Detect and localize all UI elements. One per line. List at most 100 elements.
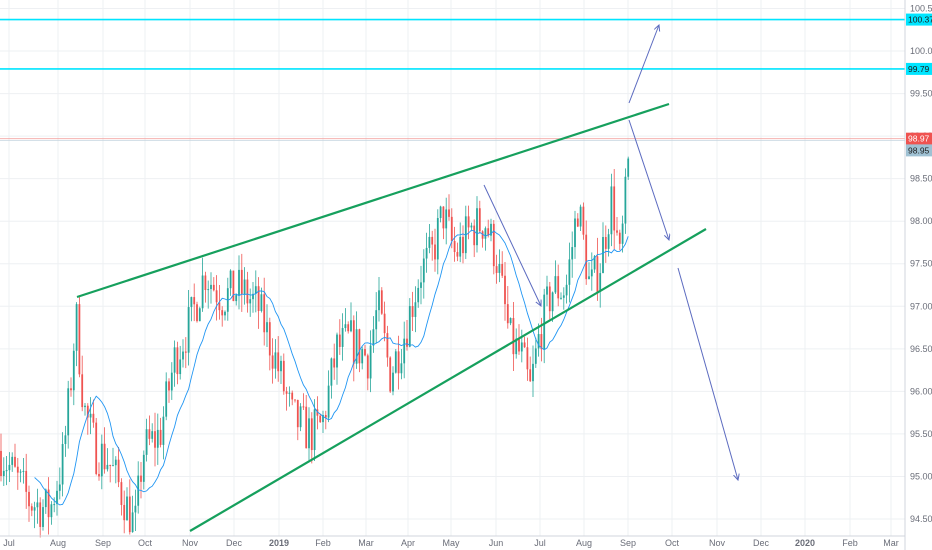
y-tick-label: 96.00: [910, 386, 932, 396]
candle-body: [403, 338, 406, 364]
candle-body: [156, 429, 159, 448]
y-tick-label: 97.00: [910, 301, 932, 311]
x-tick-label: Jul: [534, 538, 546, 548]
candle-body: [616, 230, 618, 233]
x-tick-label: Oct: [138, 538, 153, 548]
candle-body: [249, 299, 252, 304]
candle-body: [112, 465, 114, 467]
candle-body: [47, 489, 50, 518]
candle-body: [546, 286, 548, 295]
candle-body: [137, 475, 140, 506]
candle-body: [358, 329, 361, 364]
candle-body: [106, 464, 109, 470]
arrow-down-to-support: [628, 119, 669, 240]
candle-body: [288, 392, 291, 394]
candle-body: [512, 318, 515, 355]
y-tick-label: 98.50: [910, 174, 932, 184]
candle-body: [319, 415, 322, 423]
trendlines: [76, 102, 707, 532]
candle-body: [305, 406, 308, 449]
candle-body: [481, 231, 484, 239]
candle-body: [439, 206, 442, 219]
price-tag: [906, 132, 932, 145]
candle-body: [347, 324, 350, 332]
candle-body: [450, 216, 453, 241]
price-level-lines: [0, 18, 905, 141]
candle-body: [498, 264, 501, 273]
candle-body: [406, 338, 408, 347]
candle-body: [78, 304, 81, 375]
candle-body: [95, 422, 98, 474]
x-tick-label: Mar: [358, 538, 374, 548]
candle-body: [277, 352, 280, 372]
candle-body: [380, 290, 383, 314]
candle-body: [86, 405, 89, 418]
candle-body: [378, 290, 380, 311]
projection-arrows: [483, 25, 738, 480]
y-tick-label: 99.50: [910, 89, 932, 99]
y-tick-label: 95.50: [910, 429, 932, 439]
candle-body: [75, 304, 78, 351]
candle-body: [383, 313, 386, 334]
candle-body: [224, 311, 226, 316]
candle-body: [179, 359, 182, 375]
candle-body: [145, 429, 148, 455]
candle-body: [582, 206, 585, 235]
candle-body: [2, 470, 5, 477]
candle-body: [120, 482, 123, 505]
candle-body: [260, 294, 263, 311]
candle-body: [607, 234, 610, 249]
candle-body: [128, 496, 131, 533]
candle-body: [624, 176, 627, 224]
candle-body: [39, 502, 42, 527]
candle-body: [215, 290, 218, 303]
candle-body: [336, 334, 338, 368]
y-axis-labels: 94.50 95.00 95.50 96.00 96.50 97.00 97.50 98.00…: [910, 4, 932, 524]
candle-body: [22, 470, 25, 472]
candle-body: [142, 454, 145, 482]
candle-body: [294, 399, 296, 401]
candle-body: [529, 369, 532, 382]
candle-body: [243, 279, 246, 294]
x-axis-labels: Jul Aug Sep Oct Nov Dec 2019 Feb Mar Apr May Jun Jul…: [3, 538, 899, 548]
candle-body: [67, 388, 70, 436]
candle-body: [313, 409, 316, 451]
candle-body: [350, 320, 352, 332]
candle-body: [70, 388, 72, 391]
x-tick-label: Feb: [842, 538, 858, 548]
candle-body: [84, 405, 86, 408]
candle-body: [168, 381, 170, 391]
candle-body: [16, 466, 19, 473]
y-tick-label: 95.00: [910, 471, 932, 481]
candle-body: [235, 295, 238, 302]
price-tag-label: 98.97: [908, 134, 930, 144]
candle-body: [456, 252, 459, 257]
candle-body: [518, 338, 520, 352]
y-tick-label: 98.00: [910, 216, 932, 226]
x-tick-label: Aug: [50, 538, 66, 548]
candle-body: [333, 358, 336, 368]
candle-body: [369, 345, 372, 379]
candle-body: [229, 270, 232, 289]
candle-body: [56, 490, 58, 505]
candle-body: [585, 234, 588, 280]
candle-body: [5, 470, 8, 472]
candlesticks: [0, 156, 630, 538]
candle-body: [453, 240, 456, 253]
price-tag-label: 100.37: [908, 15, 932, 25]
candle-body: [420, 282, 422, 288]
candle-body: [159, 429, 162, 445]
candle-body: [571, 247, 574, 260]
candle-body: [526, 347, 529, 370]
x-tick-label: Jun: [489, 538, 504, 548]
candle-body: [64, 435, 67, 445]
candle-body: [599, 273, 602, 292]
candle-body: [548, 286, 551, 312]
candle-body: [576, 218, 579, 227]
upper-trendline: [76, 102, 670, 299]
candle-body: [515, 338, 518, 355]
candle-body: [299, 406, 302, 428]
candle-body: [445, 209, 448, 229]
